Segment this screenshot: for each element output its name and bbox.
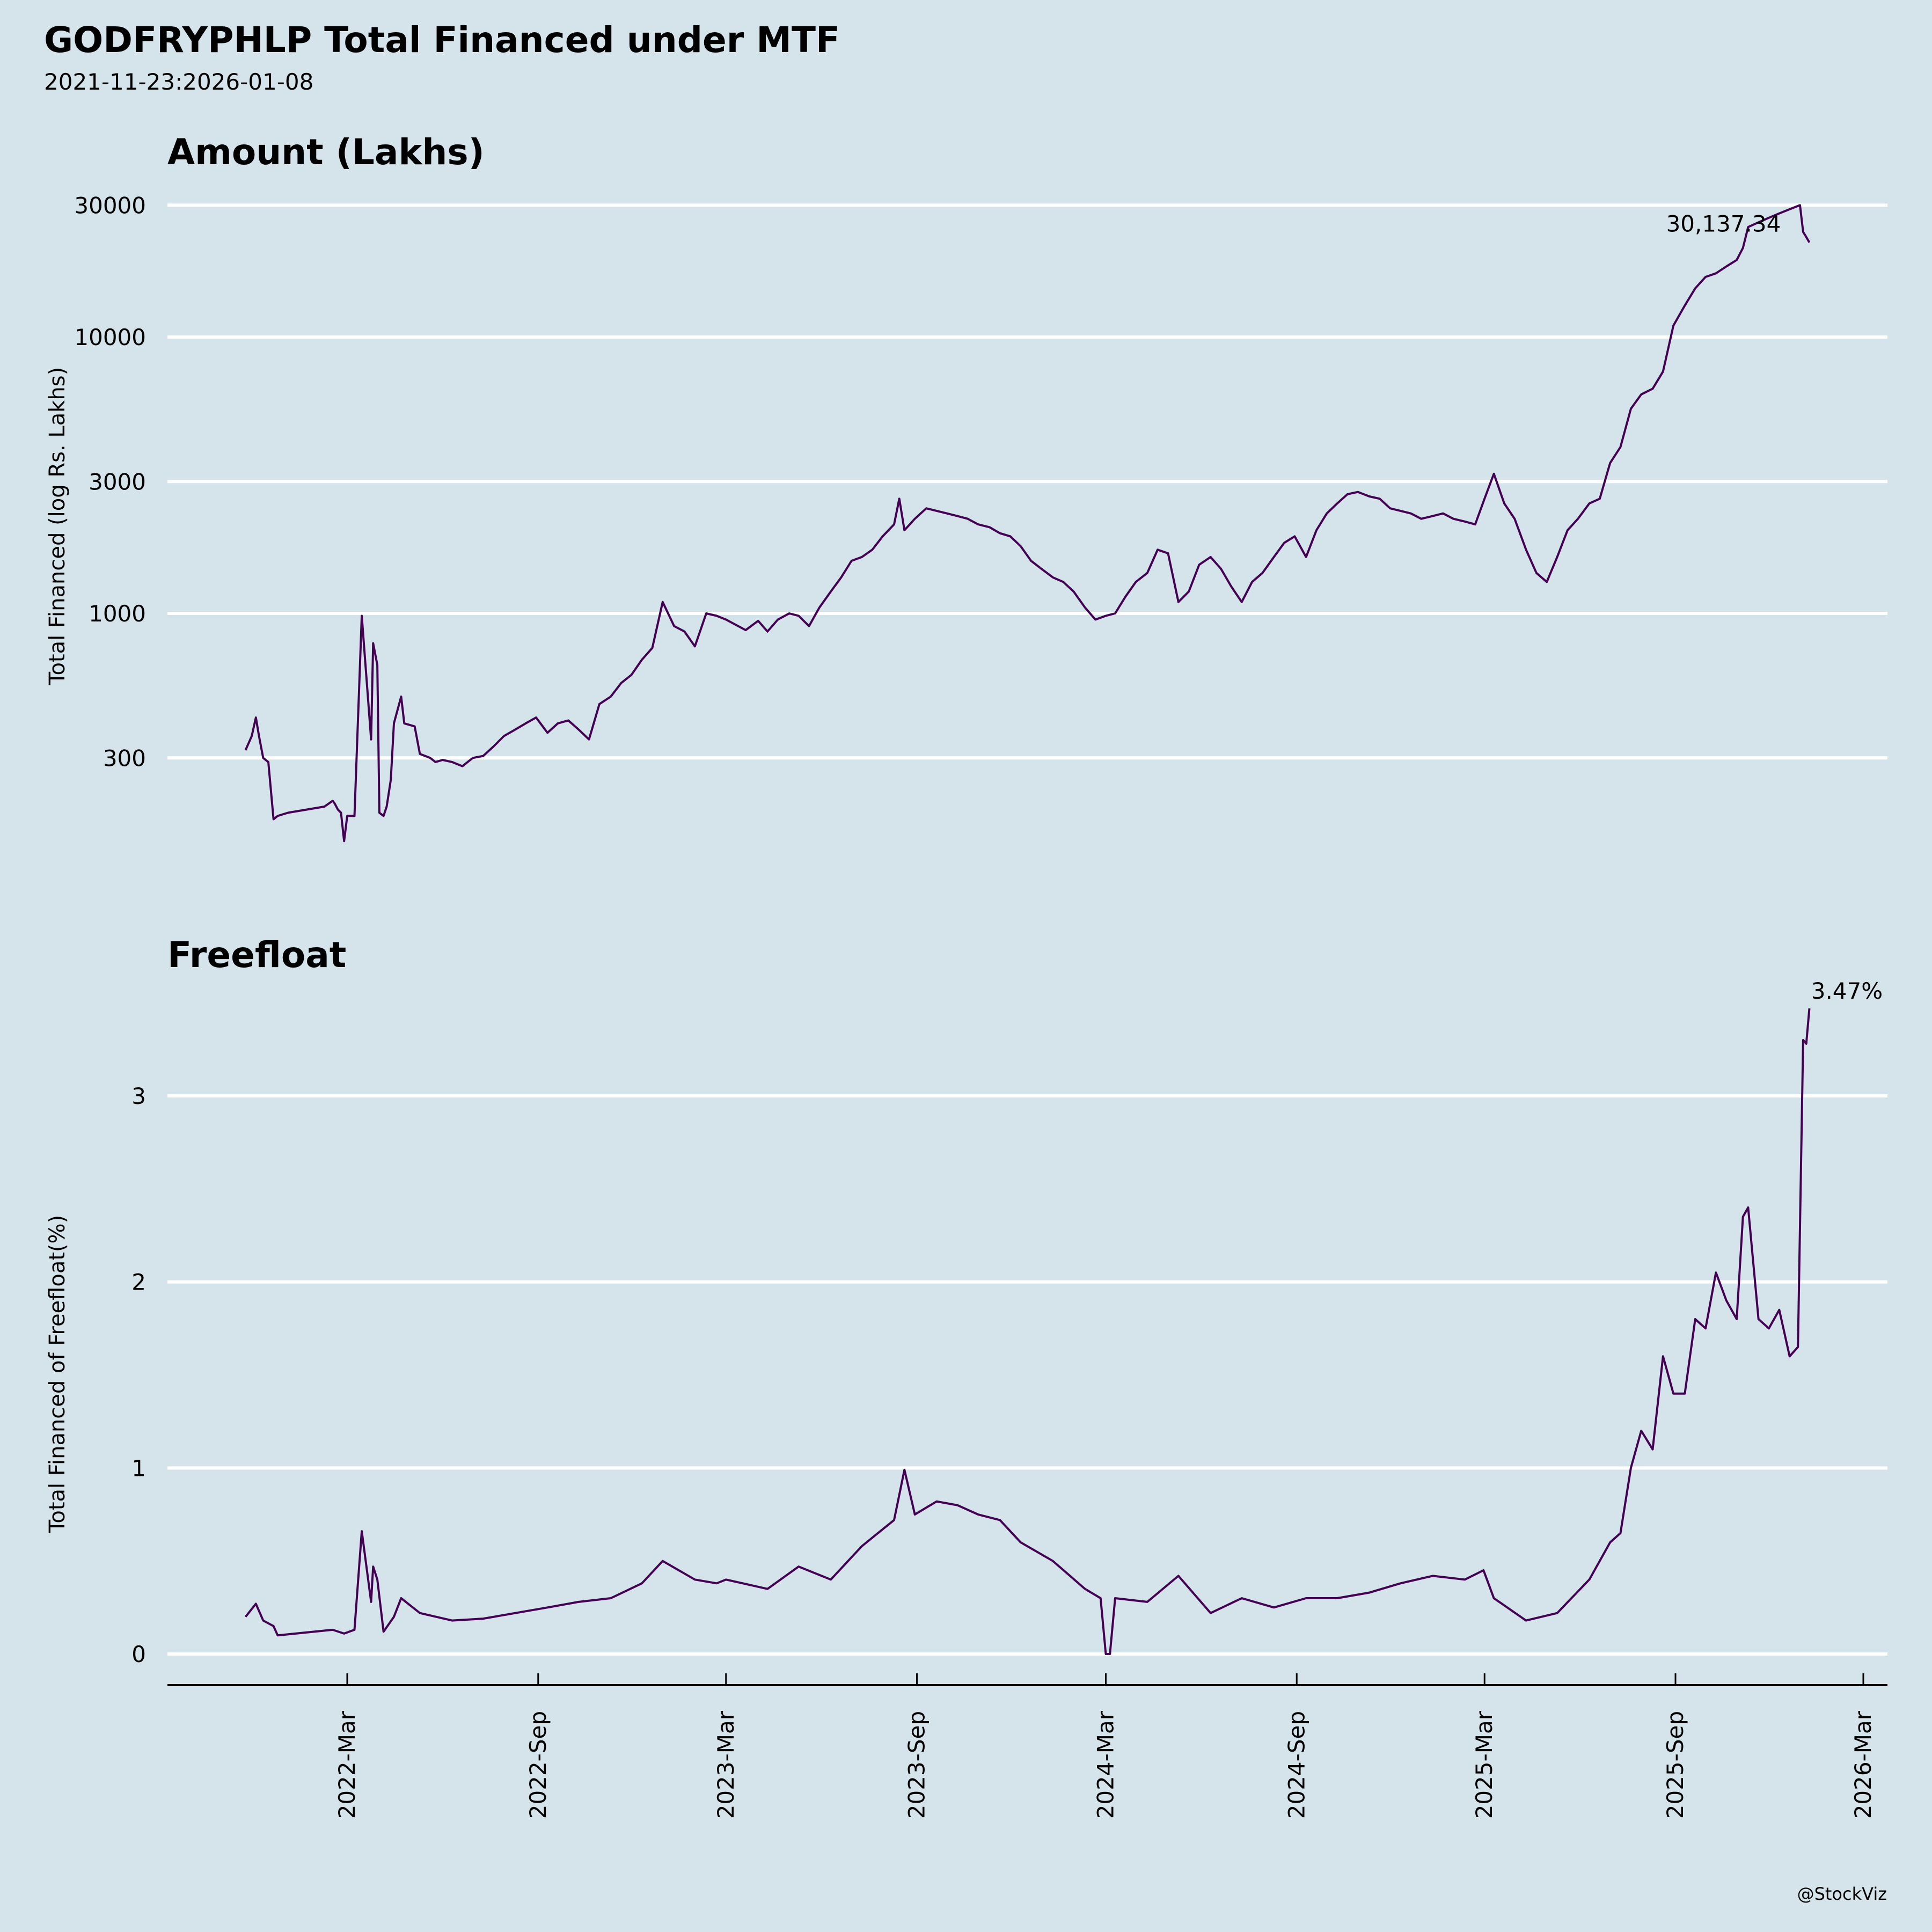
y-tick-label: 3 — [131, 1083, 146, 1109]
freefloat-panel: Freefloat 0 1 2 3 Total Financed of Freeflo… — [45, 934, 1887, 1667]
y-tick-label: 1000 — [89, 601, 146, 627]
freefloat-series-line — [244, 1008, 1811, 1655]
y-tick-label: 10000 — [74, 324, 146, 350]
y-tick-label: 1 — [131, 1455, 146, 1481]
amount-gridlines — [167, 203, 1887, 760]
x-tick-label: 2024-Mar — [1092, 1710, 1118, 1819]
amount-panel: Amount (Lakhs) 300 1000 3000 10000 30000 Tot… — [45, 131, 1887, 843]
y-tick-label: 3000 — [89, 469, 146, 495]
amount-y-ticks: 300 1000 3000 10000 30000 — [74, 192, 146, 771]
x-tick-label: 2024-Sep — [1283, 1711, 1309, 1819]
chart-title: GODFRYPHLP Total Financed under MTF — [44, 19, 840, 61]
x-tick-label: 2025-Mar — [1471, 1710, 1497, 1819]
x-tick-label: 2022-Sep — [525, 1711, 551, 1819]
y-tick-label: 300 — [103, 745, 146, 771]
amount-end-annotation: 30,137.34 — [1666, 210, 1781, 237]
freefloat-y-ticks: 0 1 2 3 — [131, 1083, 146, 1667]
x-tick-label: 2023-Mar — [713, 1710, 739, 1819]
freefloat-end-annotation: 3.47% — [1811, 978, 1883, 1004]
freefloat-gridlines — [167, 1094, 1887, 1656]
y-tick-label: 2 — [131, 1269, 146, 1296]
y-tick-label: 0 — [131, 1641, 146, 1667]
freefloat-panel-title: Freefloat — [167, 934, 346, 976]
amount-panel-title: Amount (Lakhs) — [167, 131, 485, 173]
x-tick-label: 2023-Sep — [904, 1711, 930, 1819]
chart-subtitle: 2021-11-23:2026-01-08 — [44, 69, 314, 95]
amount-series-line — [244, 204, 1811, 843]
x-tick-label: 2026-Mar — [1850, 1710, 1876, 1819]
credit-label: @StockViz — [1797, 1884, 1887, 1904]
x-axis: 2022-Mar 2022-Sep 2023-Mar 2023-Sep 2024-Mar… — [167, 1673, 1887, 1819]
x-tick-label: 2022-Mar — [334, 1710, 360, 1819]
amount-y-axis-label: Total Financed (log Rs. Lakhs) — [45, 367, 70, 685]
x-tick-label: 2025-Sep — [1662, 1711, 1688, 1819]
y-tick-label: 30000 — [74, 192, 146, 218]
x-axis-ticks: 2022-Mar 2022-Sep 2023-Mar 2023-Sep 2024-Mar… — [334, 1673, 1876, 1819]
freefloat-y-axis-label: Total Financed of Freefloat(%) — [45, 1215, 70, 1534]
